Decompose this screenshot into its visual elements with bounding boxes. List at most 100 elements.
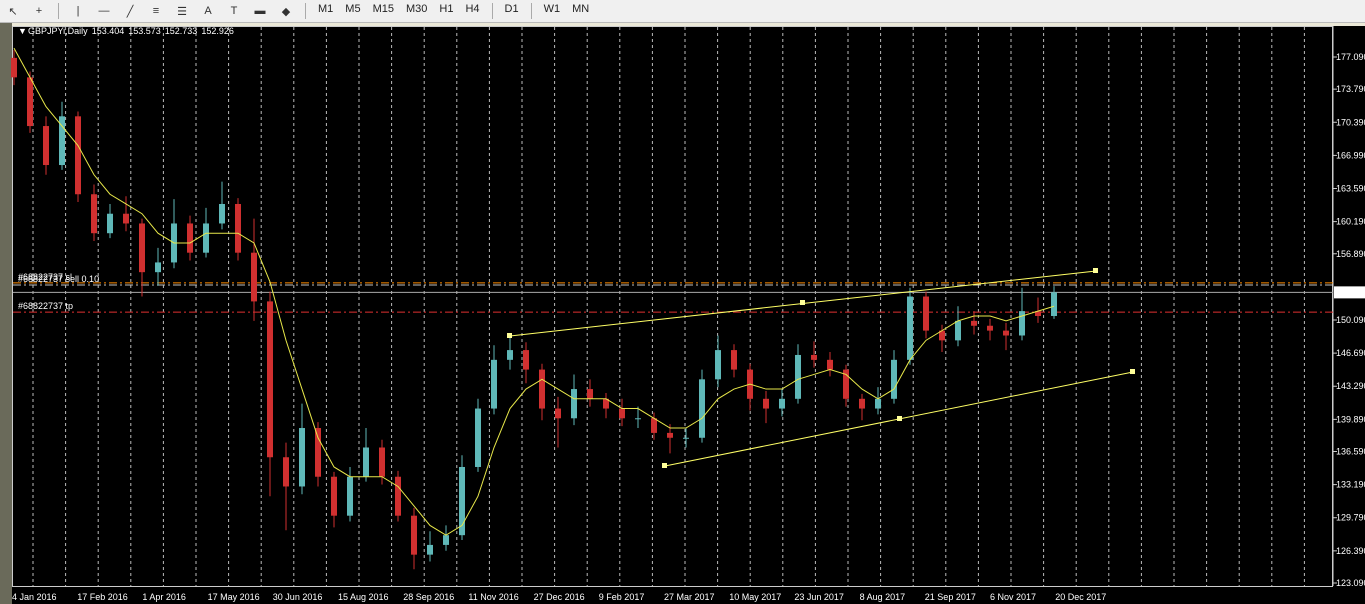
candle-body xyxy=(27,77,33,127)
timeframe-button[interactable]: D1 xyxy=(504,3,519,15)
candle-body xyxy=(11,57,17,78)
candle-body xyxy=(427,544,433,555)
order-label: #68822737 sl xyxy=(18,272,72,282)
candle-body xyxy=(267,301,273,458)
timeframe-button[interactable]: W1 xyxy=(543,3,561,15)
candle-body xyxy=(923,296,929,331)
candle-body xyxy=(987,325,993,331)
candle-body xyxy=(75,116,81,195)
y-tick-label: 156.890 xyxy=(1336,249,1365,259)
y-tick-label: 173.790 xyxy=(1336,84,1365,94)
chart-background xyxy=(12,26,1365,604)
candle-body xyxy=(523,350,529,370)
header-price: 152.733 xyxy=(165,26,198,36)
separator xyxy=(58,3,59,19)
moving-average xyxy=(13,47,1055,536)
candle-body xyxy=(59,116,65,166)
channel-tool[interactable]: ≡ xyxy=(152,5,160,17)
bid-label: 152.926 xyxy=(1336,287,1365,297)
candle-body xyxy=(187,223,193,253)
vline-tool[interactable]: | xyxy=(76,5,80,17)
x-tick-label: 9 Feb 2017 xyxy=(599,592,645,602)
timeframe-button[interactable]: MN xyxy=(572,3,590,15)
candle-body xyxy=(219,203,225,224)
candle-body xyxy=(315,428,321,477)
candle-body xyxy=(779,398,785,409)
x-tick-label: 15 Aug 2016 xyxy=(338,592,389,602)
symbol: GBPJPYi,Daily xyxy=(28,26,88,36)
anchor[interactable] xyxy=(800,300,805,305)
order-label: #68822737 tp xyxy=(18,301,73,311)
candle-body xyxy=(283,457,289,487)
candle-body xyxy=(443,535,449,545)
y-tick-label: 143.290 xyxy=(1336,381,1365,391)
x-tick-label: 17 Feb 2016 xyxy=(77,592,128,602)
candle-body xyxy=(1003,330,1009,336)
x-tick-label: 8 Aug 2017 xyxy=(860,592,906,602)
candle-body xyxy=(827,359,833,370)
hline-tool[interactable]: — xyxy=(98,5,110,17)
shape-tool[interactable]: ▬ xyxy=(254,5,266,17)
timeframe-button[interactable]: M5 xyxy=(345,3,361,15)
timeframe-button[interactable]: M30 xyxy=(405,3,428,15)
timeframe-button[interactable]: H1 xyxy=(439,3,454,15)
anchor[interactable] xyxy=(1130,369,1135,374)
fibo-tool[interactable]: ☰ xyxy=(177,5,187,18)
crosshair-tool[interactable]: + xyxy=(35,5,43,17)
header-price: 153.573 xyxy=(128,26,161,36)
candle-body xyxy=(715,350,721,380)
y-tick-label: 150.090 xyxy=(1336,315,1365,325)
candle-body xyxy=(651,418,657,433)
trendline-tool[interactable]: ╱ xyxy=(126,5,134,18)
drawn-objects xyxy=(507,268,1135,468)
candle-body xyxy=(299,428,305,487)
anchor[interactable] xyxy=(507,333,512,338)
toolbar: ↖ + | — ╱ ≡ ☰ A T ▬ ◆ M1 M5 M15 M30 H1 H4 D1 W1… xyxy=(0,0,1365,23)
text-tool[interactable]: A xyxy=(204,5,212,17)
timeframe-button[interactable]: H4 xyxy=(465,3,480,15)
candle-body xyxy=(1035,311,1041,317)
candle-body xyxy=(571,389,577,419)
y-tick-label: 146.690 xyxy=(1336,348,1365,358)
separator xyxy=(305,3,306,19)
candle-body xyxy=(587,389,593,399)
x-tick-label: 27 Dec 2016 xyxy=(534,592,585,602)
x-tick-label: 20 Dec 2017 xyxy=(1055,592,1106,602)
x-tick-label: 30 Jun 2016 xyxy=(273,592,323,602)
arrow-tool[interactable]: ◆ xyxy=(281,5,291,18)
anchor[interactable] xyxy=(897,416,902,421)
candle-body xyxy=(907,296,913,360)
candle-body xyxy=(955,320,961,341)
candle-body xyxy=(539,369,545,409)
menu-arrow[interactable]: ▼ xyxy=(18,26,27,36)
y-tick-label: 126.390 xyxy=(1336,546,1365,556)
candle-body xyxy=(507,350,513,360)
candle-body xyxy=(139,223,145,273)
anchor[interactable] xyxy=(662,463,667,468)
candle-body xyxy=(459,466,465,536)
header-price: 153.404 xyxy=(92,26,125,36)
candle-body xyxy=(635,418,641,420)
candle-body xyxy=(795,354,801,399)
label-tool[interactable]: T xyxy=(230,5,238,17)
x-tick-label: 10 May 2017 xyxy=(729,592,781,602)
candle-body xyxy=(555,408,561,419)
candle-body xyxy=(155,262,161,273)
candle-body xyxy=(107,213,113,234)
timeframe-button[interactable]: M1 xyxy=(318,3,334,15)
anchor[interactable] xyxy=(1093,268,1098,273)
x-tick-label: 28 Sep 2016 xyxy=(403,592,454,602)
cursor-tool[interactable]: ↖ xyxy=(8,5,18,18)
candle-body xyxy=(251,252,257,302)
candle-body xyxy=(667,432,673,438)
candle-body xyxy=(811,354,817,360)
candle-body xyxy=(411,515,417,555)
candle-body xyxy=(123,213,129,224)
x-tick-label: 4 Jan 2016 xyxy=(12,592,57,602)
candle-body xyxy=(859,398,865,409)
chart-header: GBPJPYi,Daily 153.404 153.573 152.733 152.92… xyxy=(28,26,234,36)
header-price: 152.926 xyxy=(201,26,234,36)
separator xyxy=(530,3,532,19)
timeframe-button[interactable]: M15 xyxy=(372,3,394,15)
